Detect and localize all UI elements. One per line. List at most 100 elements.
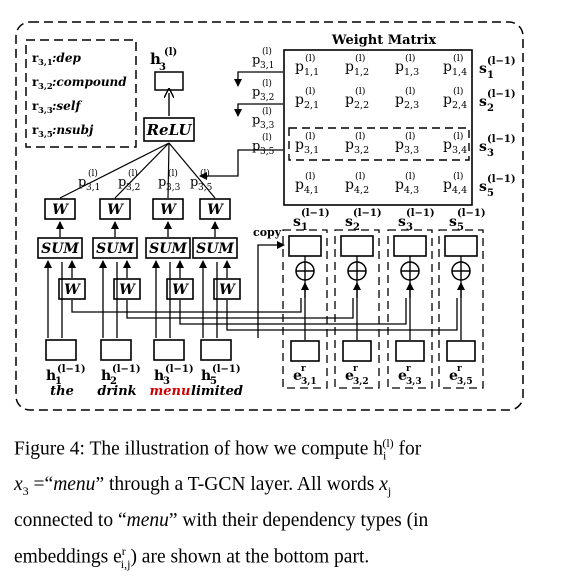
- svg-text:3: 3: [163, 376, 170, 387]
- svg-text:3,2: 3,2: [354, 145, 369, 156]
- svg-text:p: p: [443, 59, 452, 75]
- matrix-cell: p 2,1 (l): [295, 86, 319, 111]
- word-label: the: [50, 384, 74, 399]
- w-box-bottom: W: [58, 278, 86, 300]
- add-operator-icon: [451, 261, 471, 281]
- svg-text:2,4: 2,4: [452, 100, 467, 111]
- svg-text:3,2: 3,2: [353, 377, 369, 387]
- svg-text:1: 1: [55, 376, 62, 387]
- svg-text:p: p: [345, 92, 354, 108]
- select-arrow: [237, 149, 283, 160]
- svg-text:(l−1): (l−1): [487, 89, 516, 100]
- svg-text:r: r: [32, 99, 39, 113]
- svg-text:p: p: [252, 85, 260, 100]
- svg-text:3: 3: [487, 148, 494, 159]
- svg-text:2,1: 2,1: [304, 100, 319, 111]
- svg-text:1: 1: [487, 70, 494, 81]
- svg-text:p: p: [345, 137, 354, 153]
- sum-box: SUM: [37, 237, 83, 259]
- svg-text:3: 3: [159, 62, 166, 73]
- svg-text:(l): (l): [453, 171, 463, 182]
- svg-text:(l): (l): [305, 171, 315, 182]
- svg-text:(l): (l): [88, 168, 98, 179]
- svg-text:3,5: 3,5: [38, 130, 53, 140]
- svg-text:3,2: 3,2: [260, 93, 274, 103]
- svg-text:r: r: [32, 75, 39, 89]
- svg-text:p: p: [395, 92, 404, 108]
- svg-text:(l): (l): [355, 86, 365, 97]
- svg-text:e: e: [449, 368, 458, 384]
- svg-text:3,3: 3,3: [166, 183, 181, 193]
- svg-text:3,3: 3,3: [260, 121, 275, 131]
- svg-text:p: p: [118, 175, 126, 190]
- svg-text:p: p: [345, 59, 354, 75]
- relu-box: ReLU: [143, 117, 195, 142]
- svg-text:p: p: [295, 92, 304, 108]
- svg-text:s: s: [479, 139, 487, 155]
- svg-text:SUM: SUM: [96, 241, 134, 257]
- svg-text:h: h: [101, 368, 111, 384]
- word-node: h2(l−1) drink: [97, 339, 141, 399]
- svg-text:(l−1): (l−1): [353, 208, 382, 219]
- svg-text:3,1: 3,1: [301, 377, 317, 387]
- svg-text:(l): (l): [168, 168, 178, 179]
- selected-p-label: p 3,1 (l): [252, 46, 274, 71]
- matrix-cell: p 2,4 (l): [443, 86, 467, 111]
- caption-line-4: embeddings eri,j) are shown at the botto…: [14, 544, 370, 571]
- svg-text:s: s: [293, 214, 301, 230]
- svg-text:4,4: 4,4: [452, 185, 467, 196]
- legend-item: r 3,3:self: [32, 99, 82, 116]
- svg-text:(l−1): (l−1): [457, 208, 486, 219]
- svg-text:r: r: [301, 364, 306, 374]
- svg-text:r: r: [457, 364, 462, 374]
- svg-text:1,3: 1,3: [404, 67, 419, 78]
- p-weight-label: p 3,2 (l): [118, 168, 140, 193]
- word-node: h1(l−1) the: [45, 339, 86, 399]
- svg-text:(l−1): (l−1): [487, 134, 516, 145]
- svg-text:h: h: [46, 368, 56, 384]
- svg-text:p: p: [252, 139, 260, 154]
- svg-text:p: p: [443, 177, 452, 193]
- matrix-cell: p 4,1 (l): [295, 171, 319, 196]
- wires: [61, 262, 458, 338]
- wire: [71, 298, 302, 313]
- selected-p-column: p 3,1(l)p 3,2(l)p 3,3(l)p 3,5(l)p 3,1(l)p 3,2(…: [78, 46, 283, 193]
- svg-text:3,4: 3,4: [452, 145, 467, 156]
- figure-caption: Figure 4: The illustration of how we com…: [14, 428, 554, 579]
- svg-text:3,1: 3,1: [304, 145, 319, 156]
- svg-text:1,2: 1,2: [354, 67, 369, 78]
- copy-label: copy: [253, 226, 282, 239]
- svg-text:2: 2: [110, 376, 117, 387]
- wire: [179, 298, 407, 325]
- svg-text:SUM: SUM: [196, 241, 234, 257]
- svg-text:W: W: [207, 202, 224, 218]
- svg-text:2,3: 2,3: [404, 100, 419, 111]
- svg-text:(l): (l): [262, 106, 272, 117]
- svg-text:(l−1): (l−1): [487, 56, 516, 67]
- select-arrow: [234, 103, 283, 117]
- s-node: s 3 (l−1) e r 3,3: [387, 208, 435, 389]
- sum-box: SUM: [192, 237, 238, 259]
- svg-text:SUM: SUM: [41, 241, 79, 257]
- add-operator-icon: [295, 261, 315, 281]
- svg-text:(l): (l): [355, 171, 365, 182]
- svg-text:(l): (l): [262, 78, 272, 89]
- svg-text:(l): (l): [355, 131, 365, 142]
- svg-text:p: p: [295, 59, 304, 75]
- svg-text:5: 5: [457, 222, 464, 233]
- w-box-bottom: W: [213, 278, 241, 300]
- svg-text:W: W: [172, 282, 189, 298]
- relation-embedding-nodes: s 1(l−1)e r3,1s 2(l−1)e r3,2s 3(l−1)e r3,3s 5(l…: [257, 208, 486, 389]
- selected-p-label: p 3,2 (l): [252, 78, 274, 103]
- svg-text:s: s: [345, 214, 353, 230]
- figure-frame: [15, 21, 524, 411]
- svg-text:(l−1): (l−1): [165, 364, 194, 375]
- svg-text:e: e: [398, 368, 407, 384]
- matrix-cell: p 1,2 (l): [345, 53, 369, 78]
- svg-text:p: p: [395, 177, 404, 193]
- matrix-cell: p 4,2 (l): [345, 171, 369, 196]
- word-node: h5(l−1) limited: [191, 339, 243, 399]
- svg-text:3,2: 3,2: [38, 82, 53, 92]
- p-weight-label: p 3,3 (l): [158, 168, 181, 193]
- svg-text:p: p: [158, 175, 166, 190]
